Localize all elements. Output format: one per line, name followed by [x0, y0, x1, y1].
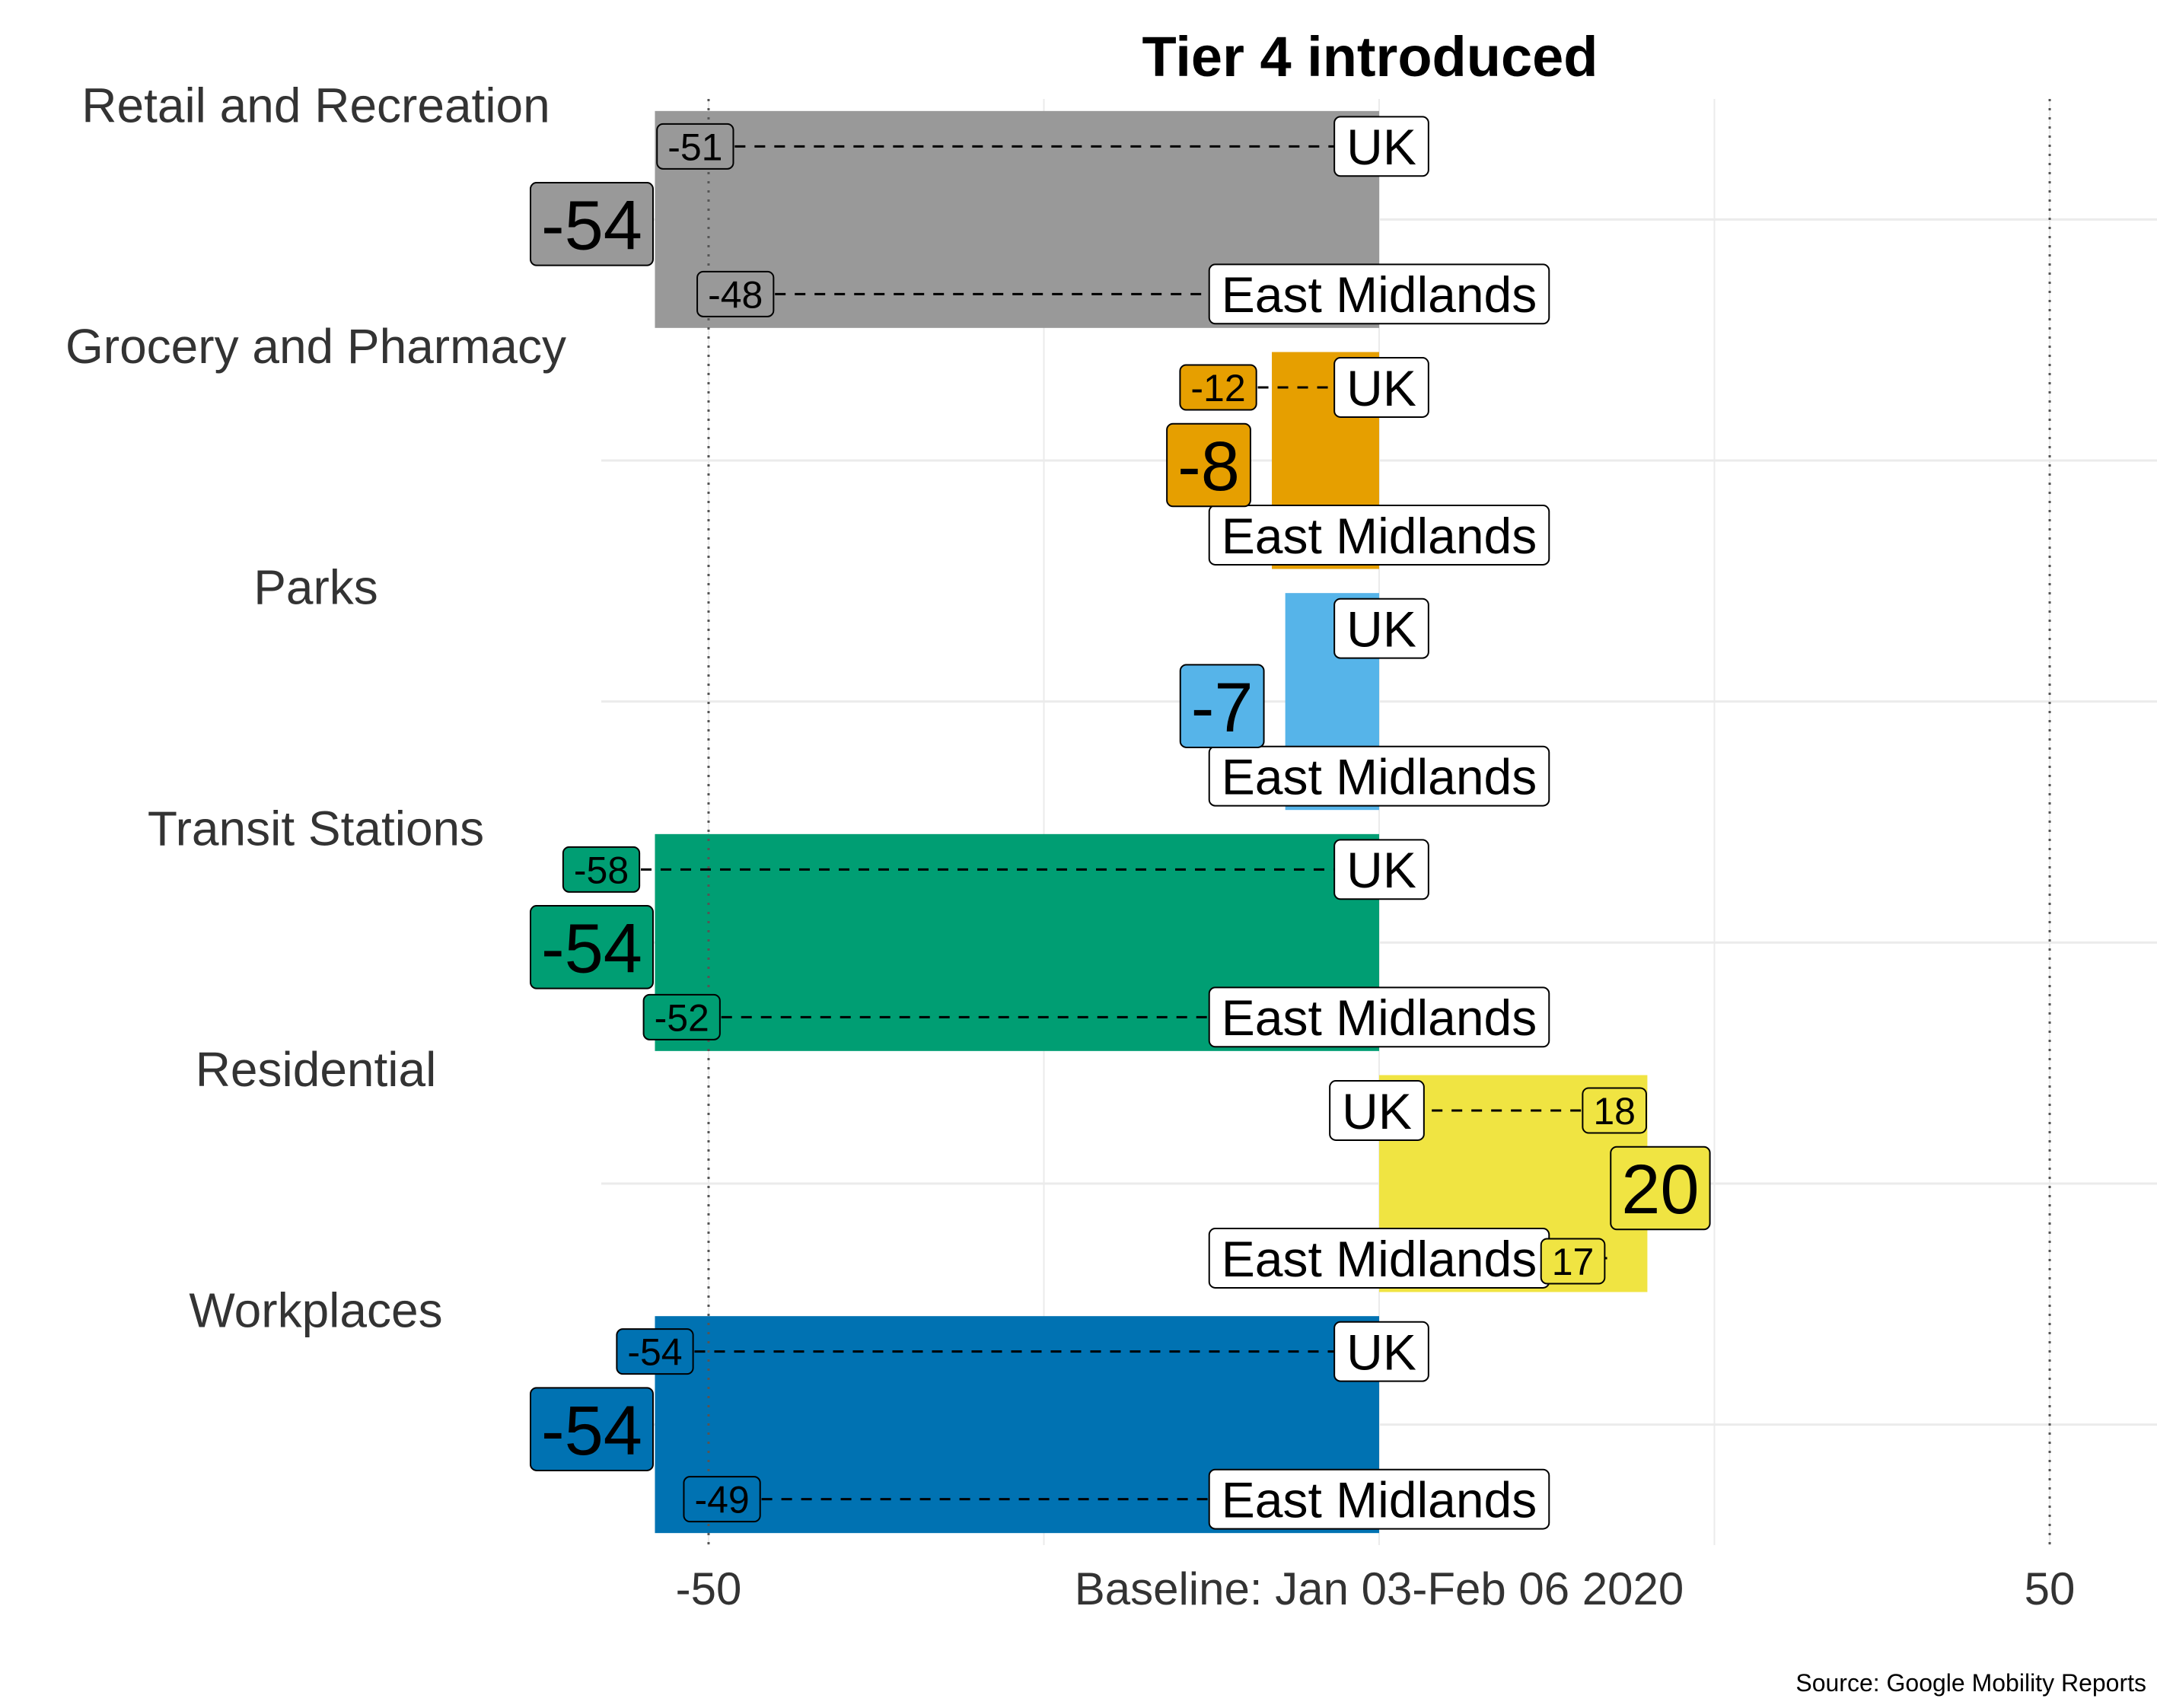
- value-label-1-box: [1166, 422, 1251, 508]
- region-name-label-2-box: [1208, 745, 1550, 807]
- category-label-2: Parks: [253, 560, 378, 615]
- uk-value-label-1-box: [1179, 364, 1257, 411]
- category-label-5: Workplaces: [189, 1283, 442, 1338]
- uk-value-label-3-box: [562, 846, 641, 893]
- x-tick-labels: -50 Baseline: Jan 03-Feb 06 2020 50: [676, 1563, 2076, 1614]
- value-label-3-text: -54: [541, 910, 642, 987]
- region-name-label-3-box: [1208, 986, 1550, 1048]
- value-label-3: -54: [529, 905, 654, 989]
- region-name-label-4: East Midlands: [1208, 1228, 1550, 1289]
- uk-value-label-1-text: -12: [1190, 367, 1245, 409]
- region-value-label-0-text: -48: [708, 273, 763, 316]
- region-name-label-0-text: East Midlands: [1222, 266, 1537, 323]
- category-label-1: Grocery and Pharmacy: [65, 319, 566, 374]
- region-value-label-3-box: [642, 993, 721, 1040]
- value-label-0: -54: [529, 182, 654, 266]
- uk-name-label-5: UK: [1333, 1321, 1429, 1382]
- chart-title: Tier 4 introduced: [1142, 25, 1598, 88]
- uk-value-label-3-text: -58: [574, 849, 629, 891]
- region-value-label-0-box: [696, 270, 775, 317]
- uk-name-label-1: UK: [1333, 357, 1429, 418]
- region-value-label-3-text: -52: [655, 996, 709, 1039]
- value-label-4-box: [1610, 1146, 1711, 1231]
- uk-name-label-5-box: [1333, 1321, 1429, 1382]
- uk-value-label-4-box: [1582, 1087, 1647, 1134]
- region-name-label-1-box: [1208, 505, 1550, 566]
- uk-name-label-2: UK: [1333, 597, 1429, 659]
- x-tick-label-0: -50: [676, 1563, 742, 1614]
- x-tick-label-1: Baseline: Jan 03-Feb 06 2020: [1075, 1563, 1684, 1614]
- uk-value-label-0-text: -51: [667, 126, 722, 168]
- uk-name-label-0: UK: [1333, 116, 1429, 177]
- region-name-label-1-text: East Midlands: [1222, 508, 1537, 564]
- value-label-0-box: [529, 182, 654, 266]
- uk-value-label-0-box: [656, 123, 734, 170]
- uk-name-label-2-box: [1333, 597, 1429, 659]
- uk-name-label-1-text: UK: [1346, 360, 1416, 416]
- value-label-2: -7: [1179, 664, 1265, 748]
- uk-name-label-1-box: [1333, 357, 1429, 418]
- category-label-0: Retail and Recreation: [81, 78, 550, 132]
- region-value-label-5-text: -49: [694, 1479, 749, 1522]
- value-label-3-box: [529, 905, 654, 989]
- region-value-label-4-box: [1540, 1238, 1606, 1285]
- uk-value-label-5-box: [616, 1328, 694, 1375]
- value-label-2-text: -7: [1191, 669, 1254, 747]
- uk-name-label-5-text: UK: [1346, 1324, 1416, 1380]
- uk-name-label-4: UK: [1329, 1080, 1425, 1141]
- uk-name-label-4-box: [1329, 1080, 1425, 1141]
- uk-value-label-4-text: 18: [1593, 1090, 1636, 1133]
- region-value-label-4: 17: [1540, 1238, 1606, 1285]
- value-label-4-text: 20: [1621, 1151, 1699, 1228]
- category-label-3: Transit Stations: [148, 801, 484, 856]
- region-name-label-3: East Midlands: [1208, 986, 1550, 1048]
- region-value-label-4-text: 17: [1552, 1241, 1595, 1283]
- region-name-label-5-text: East Midlands: [1222, 1471, 1537, 1528]
- value-label-4: 20: [1610, 1146, 1711, 1231]
- value-label-5: -54: [529, 1387, 654, 1471]
- region-value-label-5: -49: [683, 1476, 761, 1523]
- category-label-4: Residential: [196, 1042, 437, 1097]
- uk-name-label-2-text: UK: [1346, 601, 1416, 657]
- value-label-2-box: [1179, 664, 1265, 748]
- uk-value-label-0: -51: [656, 123, 734, 170]
- region-name-label-4-text: East Midlands: [1222, 1231, 1537, 1287]
- region-value-label-3: -52: [642, 993, 721, 1040]
- value-label-1: -8: [1166, 422, 1251, 508]
- uk-value-label-1: -12: [1179, 364, 1257, 411]
- value-label-1-text: -8: [1177, 428, 1240, 505]
- region-value-label-5-box: [683, 1476, 761, 1523]
- uk-value-label-3: -58: [562, 846, 641, 893]
- region-name-label-5-box: [1208, 1468, 1550, 1530]
- uk-name-label-0-box: [1333, 116, 1429, 177]
- region-name-label-3-text: East Midlands: [1222, 989, 1537, 1046]
- uk-name-label-3-text: UK: [1346, 842, 1416, 898]
- region-name-label-2-text: East Midlands: [1222, 748, 1537, 805]
- region-name-label-0-box: [1208, 263, 1550, 325]
- uk-name-label-4-text: UK: [1342, 1083, 1412, 1139]
- uk-value-label-5: -54: [616, 1328, 694, 1375]
- source-caption: Source: Google Mobility Reports: [1795, 1669, 2146, 1697]
- region-name-label-0: East Midlands: [1208, 263, 1550, 325]
- region-name-label-1: East Midlands: [1208, 505, 1550, 566]
- value-label-5-text: -54: [541, 1392, 642, 1470]
- category-labels: Retail and Recreation Grocery and Pharmac…: [65, 78, 566, 1337]
- uk-name-label-0-text: UK: [1346, 119, 1416, 175]
- value-label-5-box: [529, 1387, 654, 1471]
- reference-lines: [707, 99, 2051, 1545]
- uk-value-label-4: 18: [1582, 1087, 1647, 1134]
- x-tick-label-2: 50: [2025, 1563, 2076, 1614]
- region-name-label-5: East Midlands: [1208, 1468, 1550, 1530]
- uk-value-label-5-text: -54: [627, 1331, 682, 1374]
- value-label-0-text: -54: [541, 186, 642, 264]
- region-name-label-2: East Midlands: [1208, 745, 1550, 807]
- uk-name-label-3: UK: [1333, 839, 1429, 900]
- uk-name-label-3-box: [1333, 839, 1429, 900]
- region-value-label-0: -48: [696, 270, 775, 317]
